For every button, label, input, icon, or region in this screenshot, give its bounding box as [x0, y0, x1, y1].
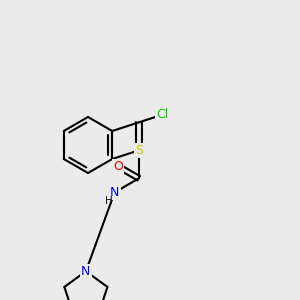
- Text: H: H: [105, 196, 112, 206]
- Text: Cl: Cl: [157, 108, 169, 121]
- Text: O: O: [113, 160, 123, 173]
- Text: S: S: [135, 144, 143, 157]
- Text: N: N: [81, 265, 91, 278]
- Text: N: N: [110, 186, 119, 199]
